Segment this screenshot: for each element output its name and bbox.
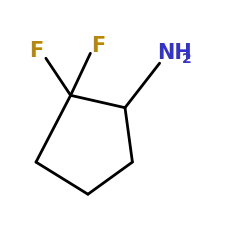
Text: NH: NH xyxy=(157,43,192,63)
Text: 2: 2 xyxy=(182,52,192,66)
Text: F: F xyxy=(29,41,43,61)
Text: F: F xyxy=(91,36,105,56)
